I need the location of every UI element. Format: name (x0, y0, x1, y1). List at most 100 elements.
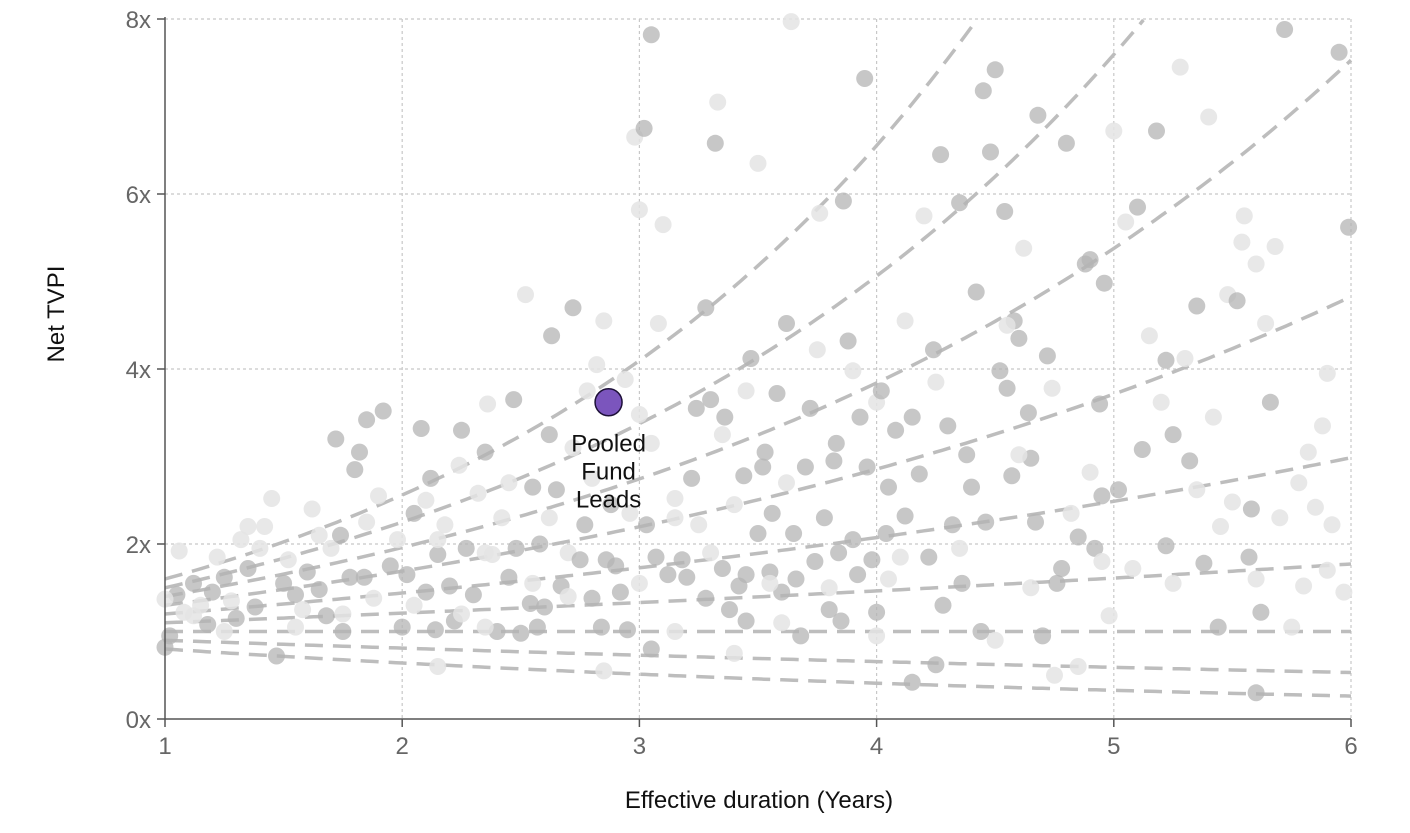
data-point (436, 516, 454, 534)
data-point (536, 598, 553, 616)
data-point (642, 434, 660, 452)
data-point (322, 539, 340, 557)
data-point (785, 525, 803, 542)
data-point (185, 574, 202, 592)
data-point (868, 603, 886, 621)
data-point (1276, 21, 1294, 38)
data-point (972, 623, 990, 640)
data-point (215, 623, 233, 640)
data-point (977, 513, 995, 531)
data-point (507, 539, 525, 557)
data-point (721, 601, 738, 619)
y-tick-label: 0x (126, 707, 151, 734)
data-point (642, 640, 660, 658)
data-point (298, 563, 316, 581)
data-point (974, 82, 992, 100)
data-point (697, 589, 715, 607)
data-point (702, 544, 720, 562)
reference-curve (164, 647, 1352, 698)
x-tick-label: 5 (1107, 733, 1120, 760)
data-point (268, 647, 285, 665)
data-point (683, 469, 701, 487)
data-point (903, 408, 921, 426)
data-point (263, 490, 281, 507)
data-point (763, 504, 781, 522)
data-point (678, 568, 696, 586)
data-point (713, 560, 731, 577)
data-point (1299, 443, 1317, 461)
data-point (317, 607, 335, 625)
data-point (1242, 500, 1260, 518)
data-point (543, 327, 561, 345)
data-point (429, 658, 447, 675)
data-point (687, 399, 705, 417)
data-point (332, 526, 349, 544)
data-point (642, 26, 660, 44)
data-point (607, 557, 625, 575)
data-point (872, 382, 890, 400)
data-point (393, 618, 411, 636)
y-tick-label: 2x (126, 532, 151, 559)
data-point (1027, 513, 1044, 531)
data-point (524, 574, 542, 592)
y-axis-title: Net TVPI (43, 266, 70, 363)
data-point (505, 391, 523, 409)
data-point (782, 13, 800, 31)
data-point (778, 474, 795, 492)
data-point (1261, 393, 1279, 411)
data-point (1081, 251, 1099, 269)
data-point (796, 458, 814, 476)
data-point (370, 487, 387, 505)
data-point (1266, 238, 1284, 255)
data-point (1223, 493, 1241, 511)
data-point (787, 570, 805, 588)
data-point (839, 332, 857, 350)
data-point (915, 207, 933, 225)
data-point (500, 568, 518, 586)
data-point (1046, 666, 1063, 684)
reference-curve (164, 58, 1353, 599)
data-point (611, 583, 629, 601)
data-point (844, 531, 862, 549)
data-point (256, 518, 274, 535)
data-point (673, 551, 691, 569)
data-point (426, 621, 444, 639)
data-point (595, 312, 613, 330)
data-point (1124, 560, 1142, 577)
data-point (967, 283, 985, 301)
data-point (1010, 446, 1028, 464)
data-point (1057, 134, 1075, 152)
data-point (453, 421, 470, 439)
data-point (303, 500, 321, 518)
highlight-point (594, 388, 623, 417)
data-point (619, 621, 636, 639)
data-point (910, 465, 928, 483)
data-point (1048, 574, 1066, 592)
data-point (405, 596, 423, 614)
data-point (925, 341, 942, 359)
data-point (341, 568, 359, 586)
data-point (227, 609, 245, 627)
data-point (630, 574, 648, 592)
data-point (666, 490, 684, 507)
data-point (1095, 274, 1113, 292)
data-point (1228, 292, 1246, 310)
data-point (222, 592, 240, 610)
data-point (1295, 577, 1313, 595)
data-point (310, 581, 328, 598)
data-point (1038, 347, 1056, 365)
data-point (1340, 218, 1358, 236)
data-point (725, 644, 743, 662)
data-point (958, 446, 976, 464)
data-point (659, 566, 677, 584)
data-point (880, 478, 897, 496)
data-point (647, 548, 665, 566)
data-point (441, 577, 459, 595)
x-tick-label: 1 (158, 733, 171, 760)
data-point (355, 568, 373, 586)
data-point (808, 341, 826, 359)
data-point (896, 312, 914, 330)
data-point (986, 61, 1004, 79)
data-point (749, 154, 767, 172)
data-point (1164, 426, 1182, 444)
